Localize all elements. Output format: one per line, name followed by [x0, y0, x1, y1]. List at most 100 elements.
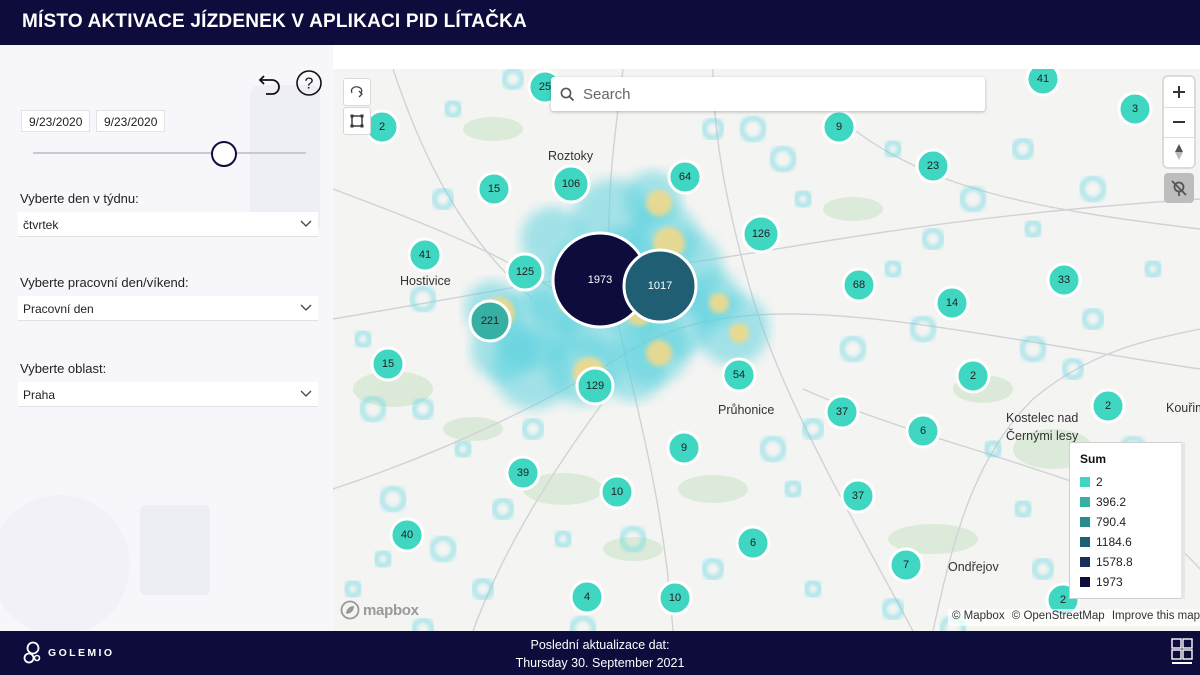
legend-swatch — [1080, 557, 1090, 567]
map-cluster[interactable]: 10 — [599, 474, 635, 510]
map-cluster[interactable]: 15 — [370, 346, 406, 382]
map-cluster[interactable]: 106 — [551, 164, 591, 204]
map-cluster[interactable]: 221 — [468, 299, 512, 343]
place-labels: Roztoky Hostivice Průhonice Kostelec nad Čer… — [400, 149, 1200, 574]
date-slider-track[interactable] — [33, 152, 306, 154]
map-cluster[interactable]: 125 — [505, 252, 545, 292]
cluster-count: 221 — [481, 315, 499, 327]
map-cluster[interactable]: 129 — [575, 366, 615, 406]
footer-bar: GOLEMIO Poslední aktualizace dat: Thursd… — [0, 631, 1200, 675]
map-cluster[interactable]: 41 — [1025, 69, 1061, 97]
zoom-out-button[interactable] — [1164, 107, 1194, 137]
zoom-controls — [1164, 77, 1194, 167]
legend-swatch — [1080, 577, 1090, 587]
map-cluster[interactable]: 9 — [666, 430, 702, 466]
rectangle-select-button[interactable] — [343, 107, 371, 135]
map-cluster[interactable]: 7 — [888, 547, 924, 583]
map-cluster[interactable]: 2 — [1090, 388, 1126, 424]
map-cluster[interactable]: 2 — [955, 358, 991, 394]
map-cluster[interactable]: 41 — [407, 237, 443, 273]
map-cluster[interactable]: 37 — [840, 478, 876, 514]
map-cluster[interactable]: 68 — [841, 267, 877, 303]
map-canvas[interactable]: 2 25 41 3 9 23 15 106 64 126 41 125 1973 1017 68 33 14 22… — [333, 69, 1200, 631]
cluster-count: 68 — [853, 279, 865, 291]
legend-item: 2 — [1080, 472, 1173, 492]
legend-title: Sum — [1080, 452, 1107, 466]
cluster-count: 15 — [382, 358, 394, 370]
map-cluster[interactable]: 15 — [476, 171, 512, 207]
attribution-improve-link[interactable]: Improve this map — [1111, 610, 1200, 622]
date-to-input[interactable]: 9/23/2020 — [96, 110, 166, 132]
map-cluster[interactable]: 6 — [905, 413, 941, 449]
day-of-week-select[interactable]: čtvrtek — [18, 212, 318, 237]
place-label: Průhonice — [718, 403, 774, 417]
legend-scrollbar[interactable] — [1181, 442, 1185, 599]
place-label: Černými lesy — [1006, 428, 1079, 443]
zoom-in-button[interactable] — [1164, 77, 1194, 107]
area-value: Praha — [23, 388, 56, 402]
map-cluster[interactable]: 64 — [667, 159, 703, 195]
map-cluster[interactable]: 54 — [721, 357, 757, 393]
search-icon — [560, 87, 575, 102]
cluster-count: 33 — [1058, 274, 1070, 286]
date-slider-handle[interactable] — [211, 141, 238, 167]
lasso-icon — [350, 86, 363, 98]
map-cluster[interactable]: 4 — [569, 579, 605, 615]
golemio-icon — [23, 641, 41, 664]
compass-button[interactable] — [1164, 137, 1194, 167]
page-title: MÍSTO AKTIVACE JÍZDENEK V APLIKACI PID L… — [22, 11, 527, 32]
attribution-osm-link[interactable]: © OpenStreetMap — [1011, 610, 1105, 622]
attribution-mapbox-link[interactable]: © Mapbox — [952, 610, 1005, 622]
area-select[interactable]: Praha — [18, 382, 318, 407]
sidebar-background-graphic — [0, 45, 333, 631]
geolocate-button[interactable] — [1164, 173, 1194, 203]
day-of-week-label: Vyberte den v týdnu: — [20, 191, 139, 206]
mapbox-logo[interactable]: mapbox — [340, 600, 419, 620]
plus-icon — [1173, 86, 1185, 98]
cluster-count: 23 — [927, 160, 939, 172]
workday-weekend-select[interactable]: Pracovní den — [18, 296, 318, 321]
map-cluster[interactable]: 14 — [934, 285, 970, 321]
undo-icon — [258, 75, 280, 95]
legend-label: 790.4 — [1096, 515, 1127, 529]
legend-swatch — [1080, 497, 1090, 507]
map-legend: Sum 2 396.2 790.4 1184.6 1578.8 1973 — [1069, 442, 1184, 599]
map-cluster[interactable]: 6 — [735, 525, 771, 561]
mapbox-icon — [340, 600, 360, 620]
map-search-box[interactable] — [551, 77, 985, 111]
cluster-count: 37 — [836, 406, 848, 418]
reset-filters-button[interactable] — [256, 69, 284, 97]
cluster-count: 2 — [1060, 594, 1066, 606]
last-update-date: Thursday 30. September 2021 — [515, 656, 685, 670]
map-cluster[interactable]: 126 — [741, 214, 781, 254]
map-cluster[interactable]: 3 — [1117, 91, 1153, 127]
map-search-input[interactable] — [583, 77, 973, 111]
map-cluster[interactable]: 9 — [821, 109, 857, 145]
lasso-select-button[interactable] — [343, 78, 371, 106]
map-cluster[interactable]: 33 — [1046, 262, 1082, 298]
cluster-count: 64 — [679, 171, 691, 183]
map-cluster[interactable]: 10 — [657, 580, 693, 616]
map-cluster[interactable]: 37 — [824, 394, 860, 430]
legend-items: 2 396.2 790.4 1184.6 1578.8 1973 — [1080, 472, 1173, 592]
map-cluster[interactable]: 2 — [364, 109, 400, 145]
chevron-down-icon — [300, 304, 312, 311]
cluster-count: 1017 — [648, 280, 672, 292]
golemio-wordmark: GOLEMIO — [48, 647, 115, 659]
svg-text:?: ? — [305, 76, 314, 93]
map-cluster[interactable]: 23 — [915, 148, 951, 184]
cluster-count: 39 — [517, 467, 529, 479]
map-cluster[interactable]: 40 — [389, 517, 425, 553]
cluster-count: 14 — [946, 297, 958, 309]
question-icon: ? — [296, 70, 322, 96]
cluster-count: 9 — [681, 442, 687, 454]
cluster-count: 2 — [379, 121, 385, 133]
cluster-count: 54 — [733, 369, 745, 381]
map-cluster[interactable]: 39 — [505, 455, 541, 491]
legend-label: 1578.8 — [1096, 555, 1133, 569]
date-from-input[interactable]: 9/23/2020 — [21, 110, 91, 132]
map-cluster[interactable]: 1017 — [622, 248, 698, 324]
help-button[interactable]: ? — [295, 69, 323, 97]
